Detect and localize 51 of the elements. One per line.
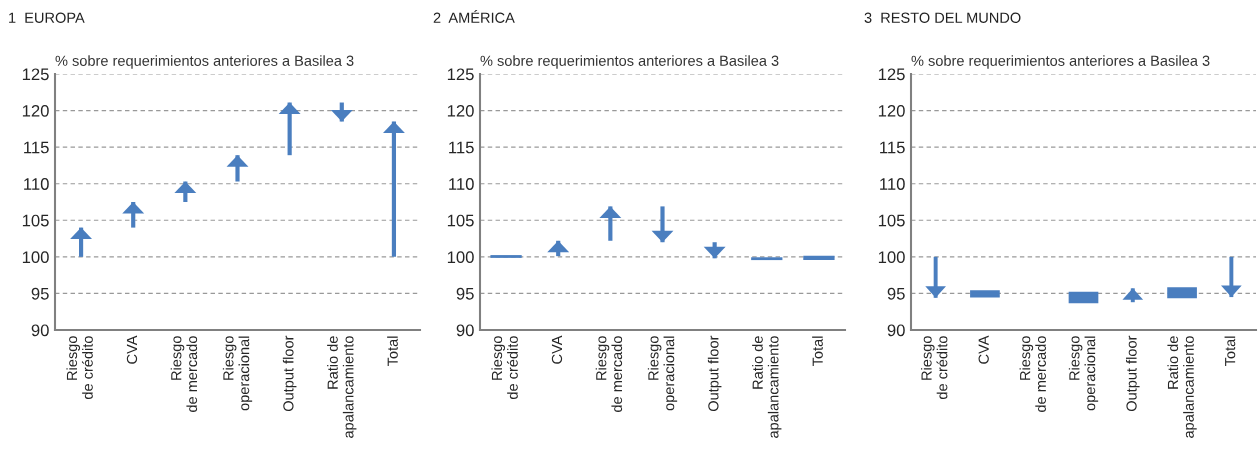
y-tick-label: 120 [447, 104, 474, 117]
y-tick-label: 100 [878, 251, 905, 264]
y-tick-label: 125 [447, 68, 474, 81]
x-tick-label: Ratio de apalancamiento [1167, 336, 1197, 438]
x-tick-label: Ratio de apalancamiento [327, 336, 357, 438]
y-tick-label: 115 [880, 141, 905, 154]
y-tick-label: 105 [447, 214, 474, 227]
y-tick-label: 105 [22, 214, 49, 227]
x-tick-label: Ratio de apalancamiento [752, 336, 782, 438]
y-tick-label: 100 [447, 251, 474, 264]
y-tick-label: 110 [449, 178, 474, 190]
chart-title: 3 RESTO DEL MUNDO [864, 12, 1021, 23]
x-tick-label: Total [1224, 336, 1236, 367]
chart-title: 1 EUROPA [9, 12, 85, 23]
x-tick-label: Riesgo de mercado [1019, 336, 1046, 412]
x-tick-label: Riesgo de mercado [170, 336, 198, 412]
x-tick-label: Riesgo de crédito [491, 336, 518, 399]
y-tick-label: 125 [22, 68, 49, 81]
x-tick-label: Riesgo de crédito [920, 336, 948, 399]
y-tick-label: 115 [449, 141, 474, 154]
x-tick-label: Riesgo de crédito [66, 336, 93, 399]
y-tick-label: 115 [24, 141, 49, 154]
y-tick-label: 95 [31, 287, 49, 300]
x-tick-label: Output floor [1125, 335, 1140, 412]
x-tick-label: Riesgo operacional [647, 336, 678, 411]
x-tick-label: Riesgo operacional [222, 336, 253, 411]
x-tick-label: CVA [551, 335, 563, 364]
chart-title: 2 AMÉRICA [433, 10, 515, 23]
y-tick-label: 110 [880, 178, 905, 190]
y-tick-label: 90 [887, 324, 905, 337]
y-tick-label: 105 [878, 214, 905, 227]
x-tick-label: Riesgo de mercado [595, 336, 623, 412]
x-tick-label: CVA [126, 335, 138, 364]
y-tick-label: 90 [31, 324, 49, 337]
x-tick-label: Riesgo operacional [1068, 336, 1099, 411]
y-tick-label: 95 [456, 287, 474, 300]
x-tick-label: Output floor [282, 335, 297, 412]
y-tick-label: 120 [22, 104, 49, 117]
y-tick-label: 90 [456, 324, 474, 337]
chart-subtitle: % sobre requerimientos anteriores a Basilea 3 [911, 55, 1210, 69]
y-tick-label: 95 [887, 287, 905, 300]
x-tick-label: CVA [978, 335, 989, 364]
x-tick-label: Total [387, 336, 398, 367]
chart-subtitle: % sobre requerimientos anteriores a Basilea 3 [55, 55, 354, 69]
x-tick-label: Total [812, 336, 823, 367]
chart-subtitle: % sobre requerimientos anteriores a Basilea 3 [480, 55, 779, 69]
y-tick-label: 110 [24, 178, 49, 190]
y-tick-label: 125 [878, 68, 905, 81]
y-tick-label: 120 [878, 104, 905, 117]
x-tick-label: Output floor [707, 335, 722, 412]
y-tick-label: 100 [22, 251, 49, 264]
